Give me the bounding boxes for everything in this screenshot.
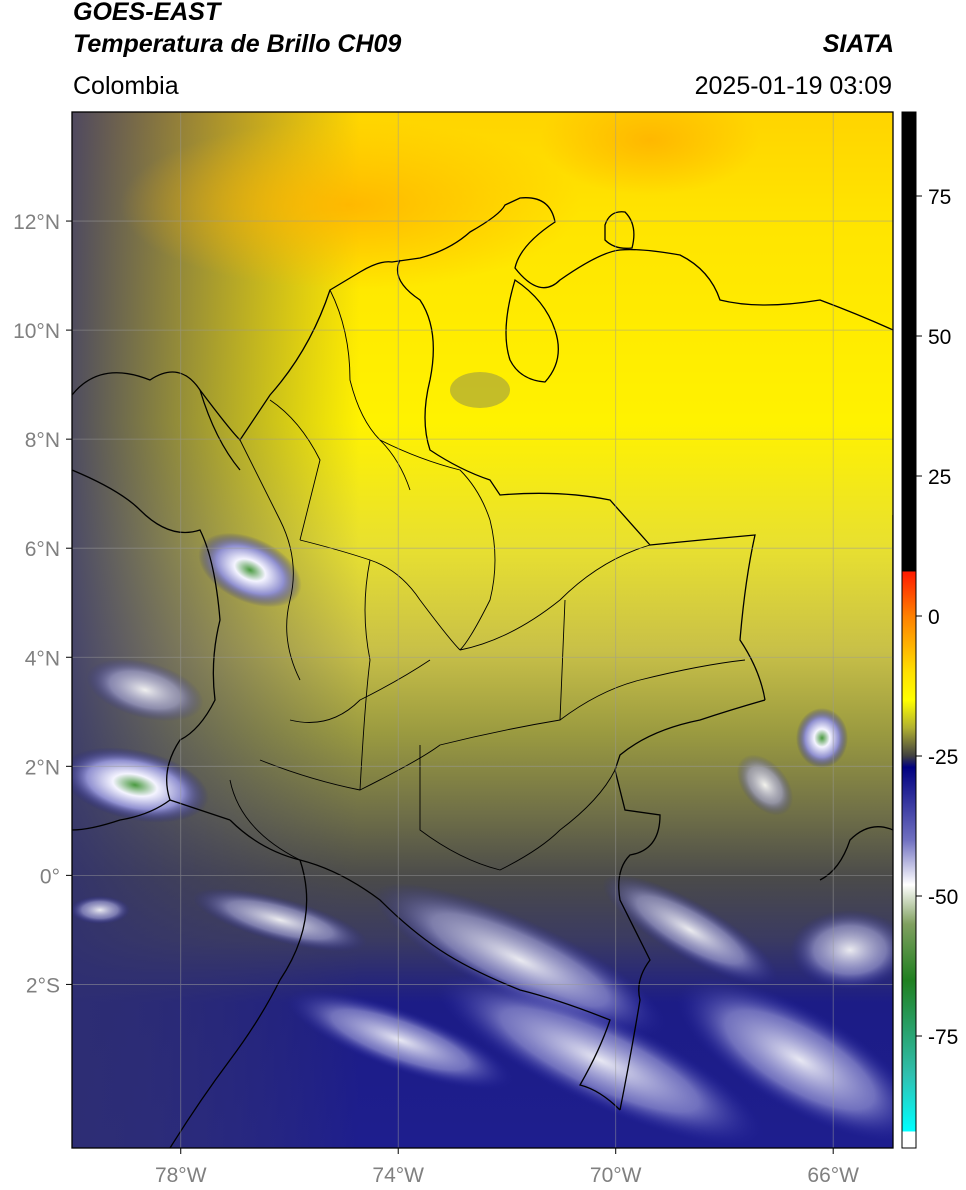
tick-label-lat-4: 4°N [25,647,60,670]
cloud-cluster-pacific-north [86,658,204,722]
gridlines [72,112,893,1148]
warm-area-northeast [540,112,760,195]
colorbar-tick-label-6: -75 [928,1026,958,1049]
colorbar-tick-label-2: 25 [928,466,951,489]
border-ecuador-peru [169,859,308,1148]
coastline-venezuela-east [819,515,893,881]
colorbar-tick-label-4: -25 [928,746,958,769]
colorbar-tick-label-0: 75 [928,186,951,209]
tick-label-lon-0: 78°W [155,1164,207,1187]
title-satellite: GOES-EAST [73,0,221,26]
colorbar-tick-label-5: -50 [928,886,958,909]
storm-cell-choco [198,532,302,608]
coastline-pacific [72,469,221,831]
department-borders [229,289,746,871]
tick-label-lat-5: 2°N [25,756,60,779]
border-colombia-venezuela [396,259,766,701]
cloud-cluster-guainia [736,754,794,816]
colorbar-ticks: 75 50 25 0 -25 -50 -75 [916,186,958,1049]
paraguana-peninsula [604,211,635,249]
colorbar-gradient [902,112,916,1148]
border-panama [199,389,241,471]
brand-label: SIATA [822,30,894,58]
map-frame [71,111,894,1149]
tick-label-lon-3: 66°W [807,1164,859,1187]
tick-label-lat-1: 10°N [13,320,60,343]
border-colombia-brazil [614,699,766,1111]
border-colombia-ecuador [169,799,231,821]
colorbar: 75 50 25 0 -25 -50 -75 [901,111,958,1149]
warm-area-caribbean [120,120,580,290]
tick-label-lon-2: 70°W [590,1164,642,1187]
lake-maracaibo [505,278,559,383]
tick-label-lon-1: 74°W [372,1164,424,1187]
storm-cell-amazonas [796,708,848,768]
haze-magdalena [450,372,510,408]
coastline-caribbean [72,197,893,442]
colorbar-tick-label-3: 0 [928,606,940,629]
colorbar-tick-label-1: 50 [928,326,951,349]
tick-label-lat-7: 2°S [26,974,60,997]
cloud-bands [72,874,893,1147]
border-colombia-peru [229,819,621,1111]
tick-label-lat-6: 0° [40,865,60,888]
tick-label-lat-3: 6°N [25,538,60,561]
longitude-ticks: 78°W 74°W 70°W 66°W [155,1148,859,1187]
title-product: Temperatura de Brillo CH09 [73,30,402,58]
satellite-imagery [72,112,893,1148]
latitude-ticks: 12°N 10°N 8°N 6°N 4°N 2°N 0° 2°S [13,211,72,997]
timestamp-label: 2025-01-19 03:09 [694,72,892,100]
tick-label-lat-2: 8°N [25,429,60,452]
colorbar-frame [901,111,917,1149]
boundaries [72,197,893,1148]
region-label: Colombia [73,72,179,100]
tick-label-lat-0: 12°N [13,211,60,234]
